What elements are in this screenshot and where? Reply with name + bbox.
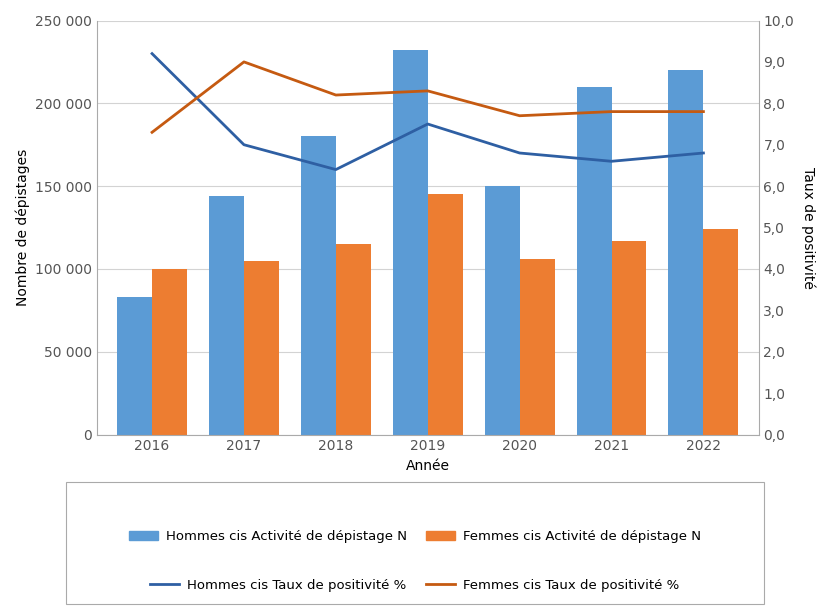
Bar	[612, 241, 647, 434]
Bar	[520, 259, 554, 434]
Bar	[427, 195, 462, 434]
Bar	[301, 137, 336, 434]
Legend: Hommes cis Taux de positivité %, Femmes cis Taux de positivité %: Hommes cis Taux de positivité %, Femmes …	[145, 574, 685, 597]
Hommes cis Taux de positivité %	[239, 141, 249, 148]
Y-axis label: Nombre de dépistages: Nombre de dépistages	[15, 149, 30, 306]
Femmes cis Taux de positivité %	[698, 108, 708, 115]
Hommes cis Taux de positivité %	[698, 149, 708, 157]
Bar	[668, 70, 703, 434]
Hommes cis Taux de positivité %	[515, 149, 525, 157]
Hommes cis Taux de positivité %	[422, 120, 432, 127]
Bar	[485, 186, 520, 434]
Hommes cis Taux de positivité %	[607, 157, 617, 165]
Hommes cis Taux de positivité %	[331, 166, 341, 173]
Femmes cis Taux de positivité %	[422, 87, 432, 95]
Y-axis label: Taux de positivité: Taux de positivité	[800, 167, 815, 289]
Line: Femmes cis Taux de positivité %: Femmes cis Taux de positivité %	[152, 62, 703, 132]
Legend: Hommes cis Activité de dépistage N, Femmes cis Activité de dépistage N: Hommes cis Activité de dépistage N, Femm…	[124, 525, 706, 548]
Bar	[393, 50, 427, 434]
Bar	[209, 196, 244, 434]
Bar	[577, 87, 612, 434]
Bar	[336, 244, 371, 434]
Femmes cis Taux de positivité %	[515, 112, 525, 120]
X-axis label: Année: Année	[406, 459, 450, 473]
Bar	[703, 229, 739, 434]
Bar	[244, 260, 279, 434]
Hommes cis Taux de positivité %	[147, 50, 157, 57]
Femmes cis Taux de positivité %	[147, 129, 157, 136]
Femmes cis Taux de positivité %	[331, 92, 341, 99]
Femmes cis Taux de positivité %	[607, 108, 617, 115]
Bar	[152, 269, 187, 434]
Femmes cis Taux de positivité %	[239, 58, 249, 65]
Bar	[117, 297, 152, 434]
Line: Hommes cis Taux de positivité %: Hommes cis Taux de positivité %	[152, 54, 703, 170]
